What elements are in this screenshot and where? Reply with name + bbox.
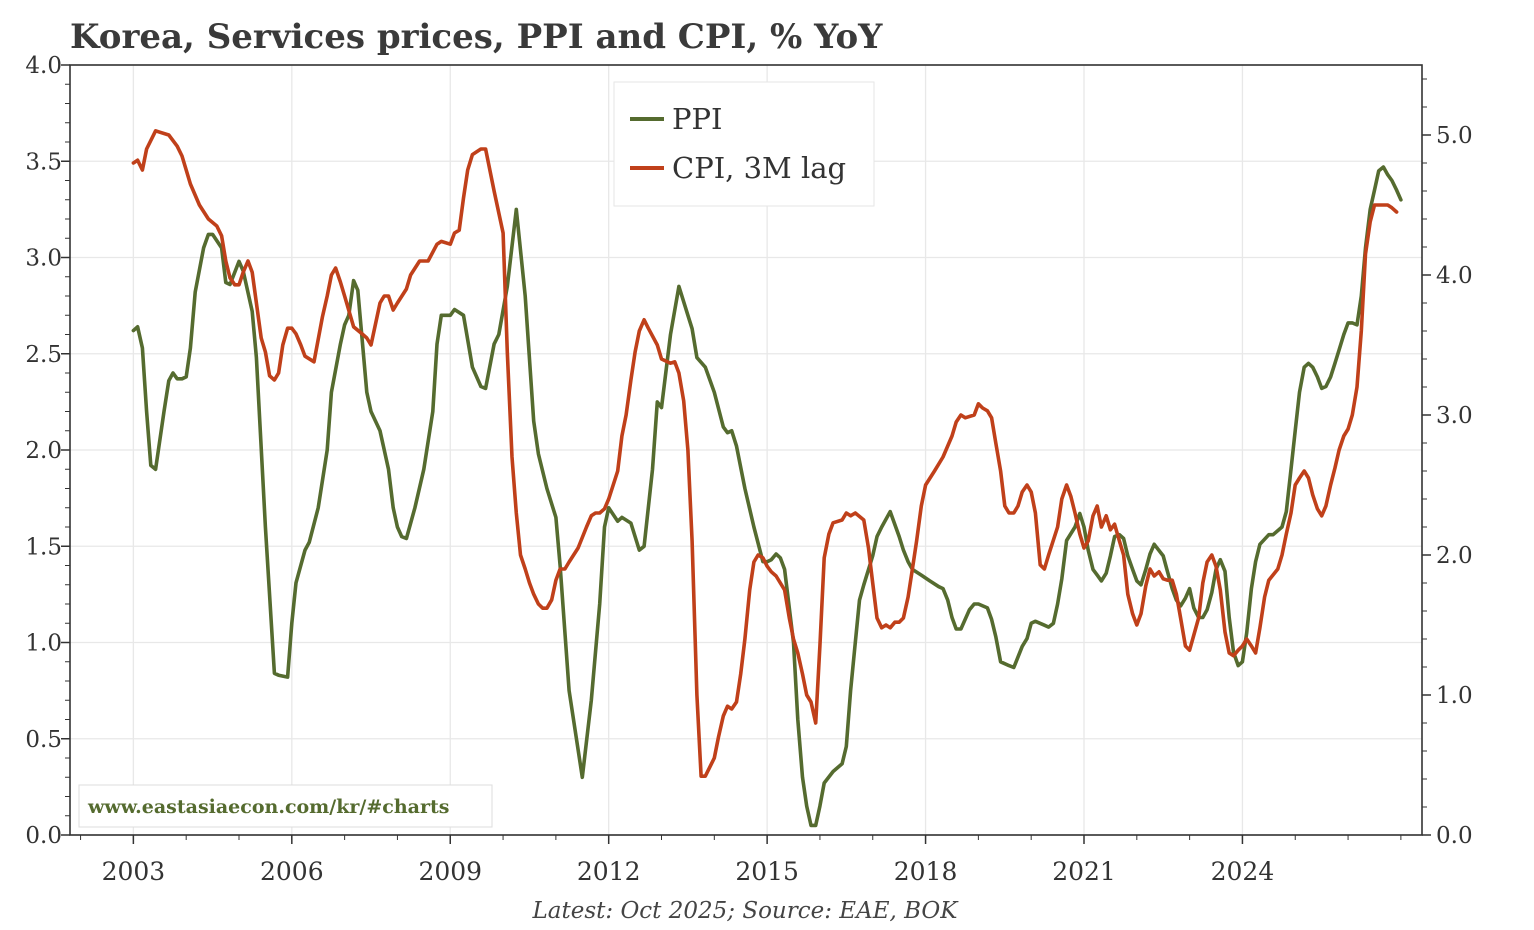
source-note: Latest: Oct 2025; Source: EAE, BOK [532,898,960,924]
left-tick-label: 3.5 [25,149,62,175]
left-axis: 0.0 0.5 1.0 1.5 2.0 2.5 3.0 3.5 4.0 [25,53,70,849]
x-tick-label: 2021 [1052,857,1116,886]
right-tick-label: 5.0 [1436,123,1473,149]
x-tick-label: 2015 [735,857,799,886]
left-tick-label: 1.0 [25,631,62,657]
right-axis: 0.0 1.0 2.0 3.0 4.0 5.0 [1422,78,1473,849]
right-tick-label: 2.0 [1436,543,1473,569]
left-tick-label: 2.5 [25,342,62,368]
right-tick-label: 0.0 [1436,823,1473,849]
x-tick-label: 2024 [1211,857,1275,886]
x-tick-label: 2009 [418,857,482,886]
left-tick-label: 2.0 [25,438,62,464]
x-tick-label: 2003 [102,857,166,886]
right-tick-label: 4.0 [1436,263,1473,289]
legend-box [613,81,875,207]
right-tick-label: 1.0 [1436,683,1473,709]
right-tick-label: 3.0 [1436,403,1473,429]
x-tick-label: 2006 [260,857,324,886]
legend: PPI CPI, 3M lag [613,81,875,207]
legend-label-cpi: CPI, 3M lag [672,151,846,185]
watermark-box: www.eastasiaecon.com/kr/#charts [78,784,493,828]
legend-label-ppi: PPI [672,102,722,136]
left-tick-label: 3.0 [25,246,62,272]
left-tick-label: 0.5 [25,727,62,753]
x-tick-label: 2012 [577,857,641,886]
x-axis: 2003 2006 2009 2012 2015 2018 2021 2024 [80,835,1402,886]
series-layer [131,129,1403,828]
chart-title: Korea, Services prices, PPI and CPI, % Y… [70,17,883,57]
left-tick-label: 1.5 [25,534,62,560]
watermark-text: www.eastasiaecon.com/kr/#charts [87,796,449,818]
series-line-cpi [131,129,1399,778]
left-tick-label: 4.0 [25,53,62,79]
left-tick-label: 0.0 [25,823,62,849]
watermark-frame [78,784,493,828]
x-tick-label: 2018 [894,857,958,886]
gridlines [70,64,1422,836]
